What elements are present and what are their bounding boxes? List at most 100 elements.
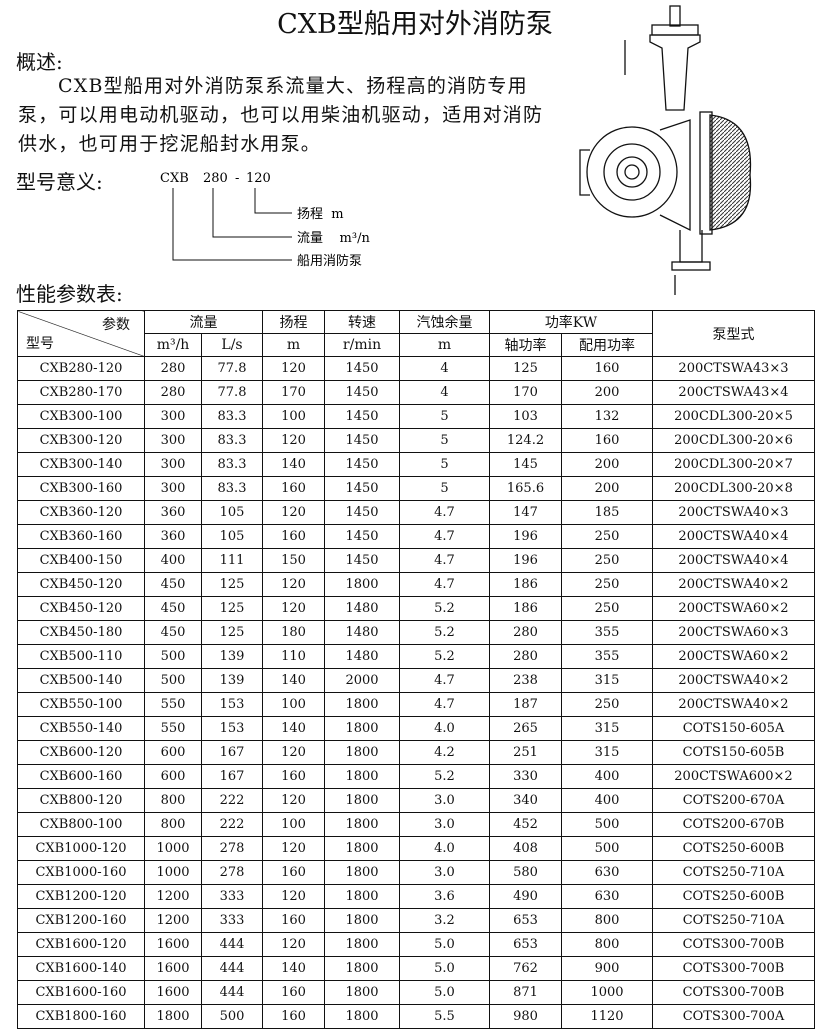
table-cell: CXB300-100 — [17, 404, 145, 429]
table-cell: 1480 — [324, 644, 400, 669]
table-row: CXB1600-120 1600 444 120 1800 5.0 653 800 COTS30… — [17, 932, 815, 957]
table-cell: 200 — [561, 452, 653, 477]
table-cell: 150 — [262, 548, 325, 573]
table-cell: 160 — [262, 1004, 325, 1029]
table-cell: 550 — [144, 716, 202, 741]
table-cell: COTS300-700A — [652, 1004, 815, 1029]
table-cell: 77.8 — [201, 356, 263, 381]
table-cell: 140 — [262, 956, 325, 981]
table-cell: 1600 — [144, 932, 202, 957]
table-cell: CXB1600-160 — [17, 980, 145, 1005]
header-cell: 扬程 — [262, 310, 325, 334]
table-cell: 250 — [561, 596, 653, 621]
table-cell: 280 — [144, 356, 202, 381]
table-cell: 153 — [201, 716, 263, 741]
table-cell: 160 — [561, 428, 653, 453]
table-cell: CXB1000-160 — [17, 860, 145, 885]
table-cell: 500 — [561, 836, 653, 861]
table-cell: COTS250-600B — [652, 836, 815, 861]
table-cell: CXB1600-120 — [17, 932, 145, 957]
table-row: CXB1200-160 1200 333 160 1800 3.2 653 800 COTS25… — [17, 908, 815, 933]
table-cell: 100 — [262, 812, 325, 837]
table-cell: 110 — [262, 644, 325, 669]
table-cell: 200CTSWA60×3 — [652, 620, 815, 645]
table-cell: 3.0 — [399, 812, 490, 837]
table-cell: CXB500-110 — [17, 644, 145, 669]
table-cell: CXB450-120 — [17, 572, 145, 597]
table-cell: COTS200-670A — [652, 788, 815, 813]
table-cell: 105 — [201, 500, 263, 525]
table-cell: CXB600-160 — [17, 764, 145, 789]
table-cell: 280 — [144, 380, 202, 405]
table-cell: 160 — [262, 908, 325, 933]
table-cell: 4.0 — [399, 836, 490, 861]
table-row: CXB1800-160 1800 500 160 1800 5.5 980 1120 COTS3… — [17, 1004, 815, 1029]
table-cell: 111 — [201, 548, 263, 573]
table-cell: 160 — [262, 980, 325, 1005]
header-cell: 流量 — [144, 310, 263, 334]
table-body: CXB280-120 280 77.8 120 1450 4 125 160 200CTSWA4… — [17, 356, 815, 1029]
table-cell: 160 — [262, 524, 325, 549]
header-cell: 轴功率 — [489, 333, 562, 357]
table-cell: 452 — [489, 812, 562, 837]
table-cell: 800 — [144, 788, 202, 813]
table-cell: 147 — [489, 500, 562, 525]
diagonal-cell: 参数 型号 — [17, 310, 145, 357]
table-cell: 278 — [201, 860, 263, 885]
table-cell: 1800 — [324, 572, 400, 597]
table-row: CXB360-160 360 105 160 1450 4.7 196 250 200CTSWA… — [17, 524, 815, 549]
table-cell: 355 — [561, 644, 653, 669]
table-cell: CXB450-180 — [17, 620, 145, 645]
table-cell: 1800 — [324, 956, 400, 981]
table-cell: 200CTSWA43×4 — [652, 380, 815, 405]
table-row: CXB1200-120 1200 333 120 1800 3.6 490 630 COTS25… — [17, 884, 815, 909]
table-cell: 222 — [201, 788, 263, 813]
code-part: CXB — [160, 171, 189, 186]
table-cell: 1800 — [324, 740, 400, 765]
table-cell: CXB280-170 — [17, 380, 145, 405]
table-cell: CXB360-120 — [17, 500, 145, 525]
table-cell: 83.3 — [201, 404, 263, 429]
table-row: CXB300-100 300 83.3 100 1450 5 103 132 200CDL300… — [17, 404, 815, 429]
table-cell: 580 — [489, 860, 562, 885]
table-cell: 400 — [144, 548, 202, 573]
table-cell: CXB1200-160 — [17, 908, 145, 933]
code-part: - — [235, 171, 239, 186]
table-cell: 340 — [489, 788, 562, 813]
table-cell: 180 — [262, 620, 325, 645]
overview-text: CXB型船用对外消防泵系流量大、扬程高的消防专用泵，可以用电动机驱动，也可以用柴… — [18, 75, 544, 155]
table-cell: 600 — [144, 740, 202, 765]
table-cell: 140 — [262, 452, 325, 477]
table-cell: 1480 — [324, 620, 400, 645]
table-row: CXB300-120 300 83.3 120 1450 5 124.2 160 200CDL3… — [17, 428, 815, 453]
header-cell: L/s — [201, 333, 263, 357]
table-cell: 167 — [201, 740, 263, 765]
table-cell: 1000 — [561, 980, 653, 1005]
table-cell: 500 — [561, 812, 653, 837]
code-label: 流量 m³/n — [297, 231, 370, 246]
table-cell: 1000 — [144, 836, 202, 861]
table-cell: 1800 — [324, 764, 400, 789]
table-cell: CXB300-160 — [17, 476, 145, 501]
table-cell: 251 — [489, 740, 562, 765]
table-cell: 77.8 — [201, 380, 263, 405]
table-row: CXB1000-120 1000 278 120 1800 4.0 408 500 COTS25… — [17, 836, 815, 861]
table-cell: 5 — [399, 452, 490, 477]
table-cell: 1450 — [324, 548, 400, 573]
table-row: CXB300-140 300 83.3 140 1450 5 145 200 200CDL300… — [17, 452, 815, 477]
table-cell: 5 — [399, 404, 490, 429]
table-cell: 500 — [201, 1004, 263, 1029]
header-cell: 配用功率 — [561, 333, 653, 357]
table-cell: 1800 — [324, 812, 400, 837]
table-cell: 140 — [262, 716, 325, 741]
table-cell: 1450 — [324, 452, 400, 477]
header-cell: 转速 — [324, 310, 400, 334]
table-cell: 165.6 — [489, 476, 562, 501]
table-cell: 3.6 — [399, 884, 490, 909]
table-row: CXB550-100 550 153 100 1800 4.7 187 250 200CTSWA… — [17, 692, 815, 717]
table-cell: 4.7 — [399, 692, 490, 717]
header-cell: r/min — [324, 333, 400, 357]
table-cell: 360 — [144, 524, 202, 549]
table-cell: 100 — [262, 404, 325, 429]
